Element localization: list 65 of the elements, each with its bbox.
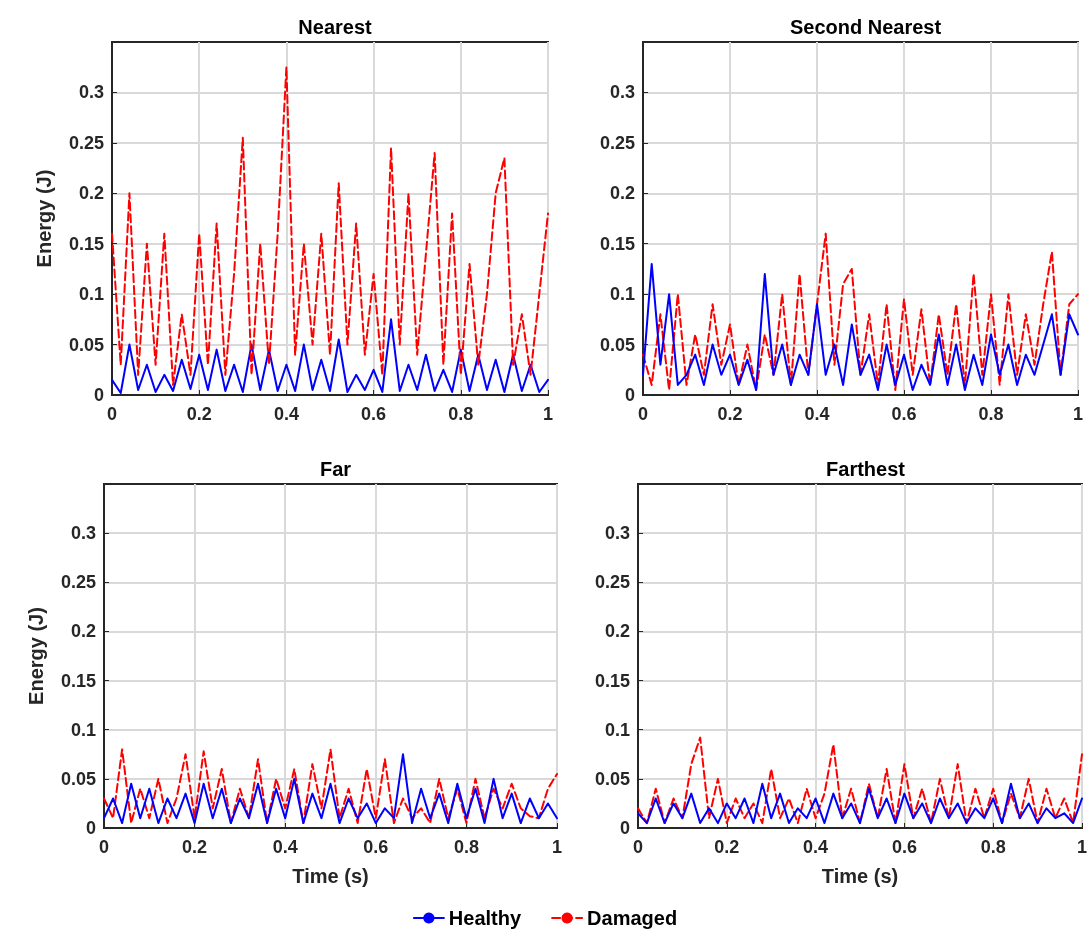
- line-series: [642, 262, 1079, 391]
- y-tick-label: 0.3: [78, 82, 104, 103]
- x-tick-label: 0.6: [361, 404, 387, 424]
- x-tick-label: 0: [637, 404, 649, 424]
- y-tick-label: 0.1: [70, 719, 96, 740]
- y-tick-label: 0.2: [70, 621, 96, 642]
- y-tick-label: 0.25: [68, 132, 104, 153]
- line-series: [637, 782, 1083, 825]
- x-tick-label: 0.8: [980, 837, 1006, 857]
- x-tick-label: 0.2: [714, 837, 740, 857]
- y-tick-label: 0: [93, 385, 104, 405]
- x-axis-title: Time (s): [821, 865, 899, 887]
- y-tick-label: 0.3: [70, 523, 96, 544]
- y-tick-label: 0.05: [594, 768, 630, 789]
- y-tick-label: 0.05: [60, 768, 96, 789]
- y-tick-label: 0.25: [60, 572, 96, 593]
- y-tick-label: 0.1: [78, 284, 104, 305]
- y-tick-label: 0.15: [599, 233, 635, 254]
- x-tick-label: 0.4: [273, 404, 299, 424]
- y-tick-label: 0.25: [594, 572, 630, 593]
- x-tick-label: 0.6: [891, 404, 917, 424]
- y-tick-label: 0.2: [78, 183, 104, 204]
- y-tick-label: 0.05: [599, 334, 635, 355]
- chart-title: Far: [319, 458, 352, 480]
- y-tick-label: 0: [619, 818, 630, 838]
- y-tick-label: 0: [85, 818, 96, 838]
- y-tick-label: 0.3: [604, 523, 630, 544]
- y-tick-label: 0.15: [68, 233, 104, 254]
- y-tick-label: 0.1: [609, 284, 635, 305]
- y-tick-label: 0.1: [604, 719, 630, 740]
- y-tick-label: 0.15: [60, 670, 96, 691]
- line-series: [111, 66, 549, 386]
- line-series: [637, 736, 1083, 825]
- y-tick-label: 0: [624, 385, 635, 405]
- chart-title: Second Nearest: [789, 16, 942, 38]
- y-tick-label: 0.15: [594, 670, 630, 691]
- y-tick-label: 0.2: [604, 621, 630, 642]
- chart-title: Nearest: [298, 16, 373, 38]
- x-tick-label: 0.2: [186, 404, 212, 424]
- y-tick-label: 0.2: [609, 183, 635, 204]
- x-tick-label: 0.6: [891, 837, 917, 857]
- legend-label: Healthy: [448, 907, 522, 929]
- chart-title: Farthest: [826, 458, 906, 480]
- y-tick-label: 0.05: [68, 334, 104, 355]
- x-tick-label: 0.8: [978, 404, 1004, 424]
- line-series: [642, 232, 1079, 391]
- x-axis-title: Time (s): [292, 865, 369, 887]
- x-tick-label: 0.6: [363, 837, 389, 857]
- x-tick-label: 0.8: [453, 837, 479, 857]
- x-tick-label: 0.4: [804, 404, 830, 424]
- y-tick-label: 0.25: [599, 132, 635, 153]
- x-tick-label: 0.4: [803, 837, 829, 857]
- x-tick-label: 1: [1076, 837, 1087, 857]
- x-tick-label: 1: [1072, 404, 1084, 424]
- y-axis-title: Energy (J): [25, 607, 47, 705]
- y-axis-title: Energy (J): [33, 169, 55, 268]
- x-tick-label: 0.8: [448, 404, 474, 424]
- legend-label: Damaged: [587, 907, 678, 929]
- y-tick-label: 0.3: [609, 82, 635, 103]
- x-tick-label: 0.2: [182, 837, 208, 857]
- x-tick-label: 1: [551, 837, 563, 857]
- x-tick-label: 0.2: [717, 404, 743, 424]
- x-tick-label: 1: [542, 404, 554, 424]
- x-tick-label: 0.4: [272, 837, 298, 857]
- x-tick-label: 0: [106, 404, 118, 424]
